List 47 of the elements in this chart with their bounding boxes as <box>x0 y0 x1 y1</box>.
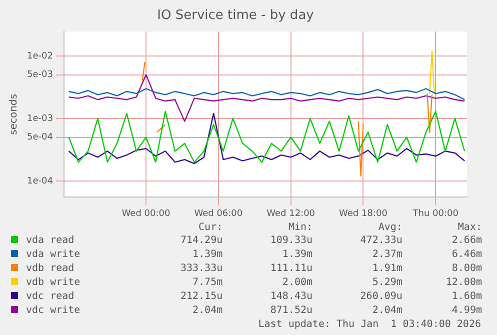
text: 8.00m <box>450 262 482 276</box>
legend-label: vdb write <box>25 276 82 290</box>
y-tick-label: 1e-03 <box>26 114 53 124</box>
text: Min: <box>287 222 313 234</box>
text: 1.39m <box>281 248 313 262</box>
x-tick-label: Wed 00:00 <box>122 208 170 219</box>
x-tick-label: Wed 12:00 <box>266 208 316 219</box>
legend-label: vdc write <box>25 304 82 318</box>
y-tick-label: 1e-04 <box>26 176 54 186</box>
legend-label: vdb read <box>25 262 76 276</box>
chart-title: IO Service time - by day <box>157 8 314 24</box>
text: 2.04m <box>192 304 223 318</box>
y-axis-title: seconds <box>8 94 20 135</box>
text: 2.00m <box>281 276 313 290</box>
y-tick-label: 5e-04 <box>26 132 54 143</box>
text: 871.52u <box>269 304 313 318</box>
text: Last update: Thu Jan 1 03:40:00 2026 <box>257 318 482 332</box>
text: Avg: <box>377 222 402 234</box>
x-tick-label: Wed 06:00 <box>194 208 243 219</box>
text: 260.09u <box>359 290 402 304</box>
y-tick-label: 1e-02 <box>26 51 53 62</box>
text: 148.43u <box>269 290 313 304</box>
text: 472.33u <box>359 234 402 248</box>
text: 1.91m <box>371 262 402 276</box>
text: 109.33u <box>269 234 313 248</box>
text: 333.33u <box>179 262 223 276</box>
text: 111.11u <box>269 262 313 276</box>
text: Max: <box>456 222 482 234</box>
legend-label: vda read <box>25 234 76 248</box>
x-tick-label: Thu 00:00 <box>412 208 459 219</box>
text: 1.60m <box>450 290 482 304</box>
text: Cur: <box>198 222 223 234</box>
text: 2.37m <box>371 248 402 262</box>
text: 2.66m <box>450 234 482 248</box>
text: 714.29u <box>179 234 223 248</box>
legend-label: vda write <box>25 248 82 262</box>
text: 212.15u <box>179 290 223 304</box>
text: 2.04m <box>371 304 402 318</box>
text: 7.75m <box>192 276 223 290</box>
x-tick-label: Wed 18:00 <box>339 208 388 219</box>
text: 6.46m <box>450 248 482 262</box>
text: 5.29m <box>371 276 402 290</box>
text: 1.39m <box>192 248 223 262</box>
legend-label: vdc read <box>25 290 76 304</box>
y-tick-label: 5e-03 <box>26 70 53 80</box>
text: 12.00m <box>444 276 482 290</box>
text: 4.99m <box>450 304 482 318</box>
